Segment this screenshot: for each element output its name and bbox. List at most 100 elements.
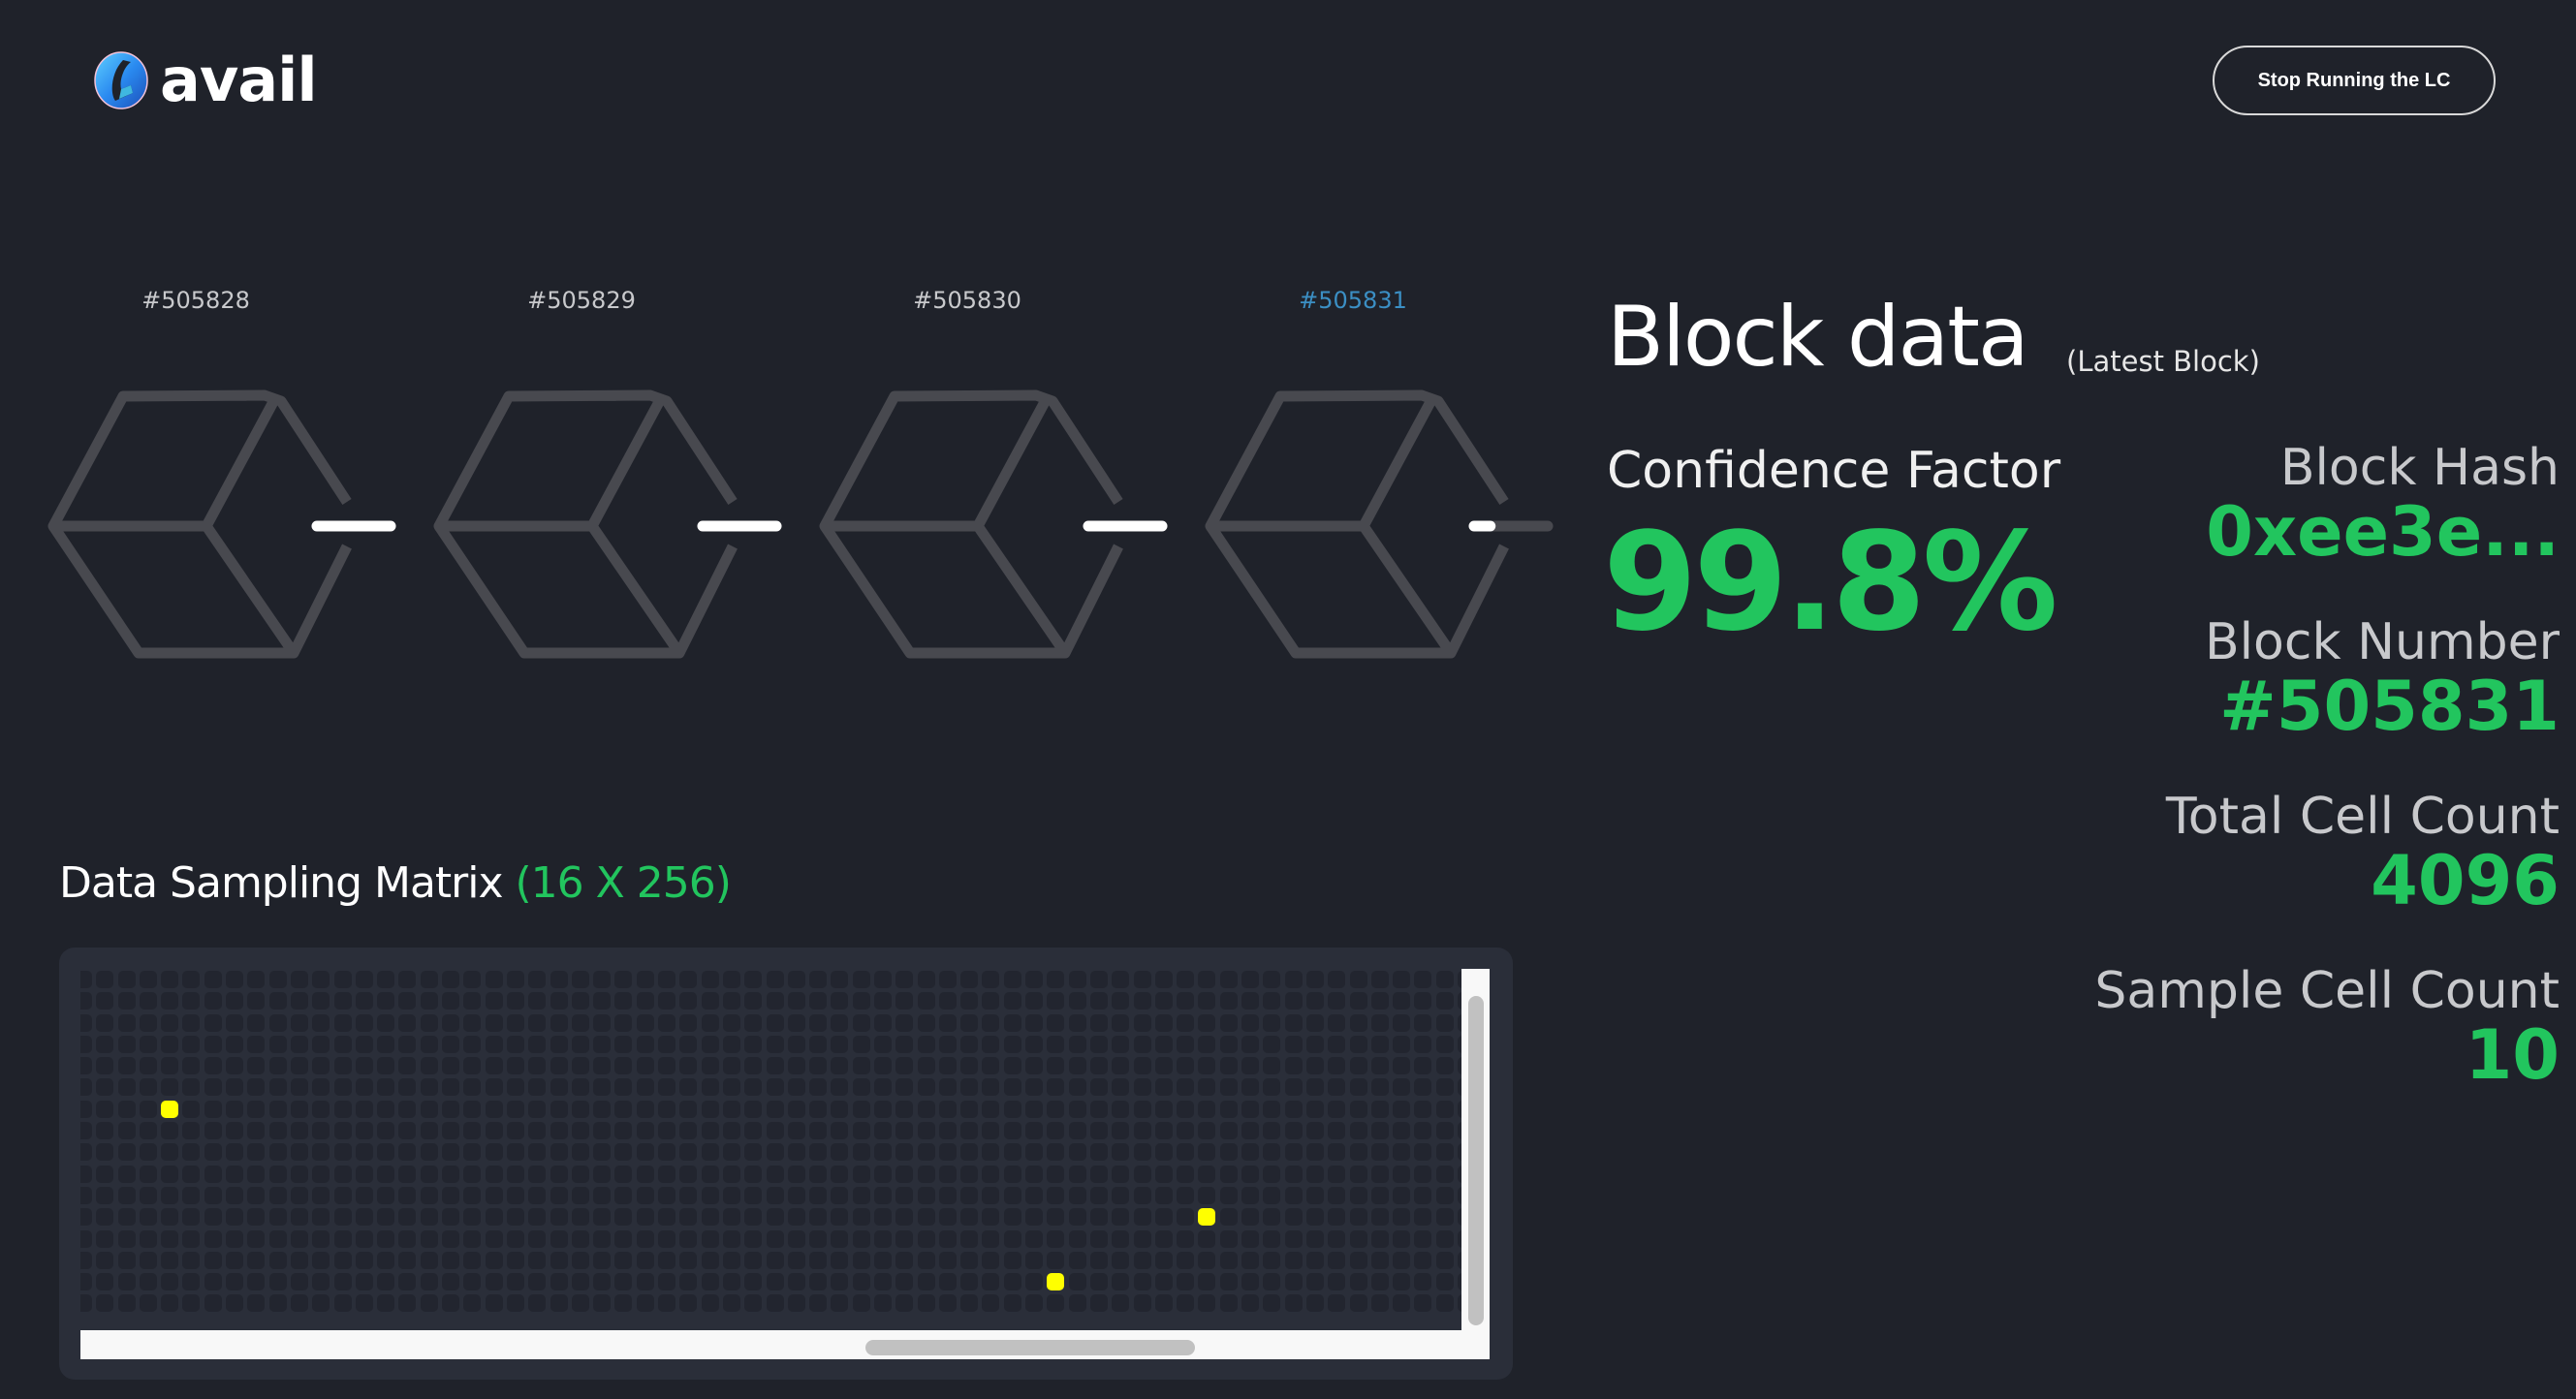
matrix-cell — [1370, 992, 1389, 1010]
matrix-cell — [312, 971, 330, 988]
matrix-cell — [744, 1208, 763, 1227]
matrix-cell — [1328, 1078, 1346, 1097]
avail-logo[interactable]: avail — [92, 45, 318, 115]
matrix-cell — [917, 1186, 935, 1204]
matrix-cell — [614, 1100, 633, 1118]
matrix-cell — [290, 1251, 308, 1269]
matrix-cell — [528, 1208, 547, 1227]
matrix-cell — [550, 1122, 568, 1140]
matrix-cell — [1284, 1229, 1303, 1248]
matrix-cell — [333, 1273, 352, 1291]
matrix-cell — [442, 1186, 460, 1204]
matrix-cell — [636, 1251, 654, 1269]
matrix-cell — [636, 1273, 654, 1291]
matrix-cell — [182, 1273, 201, 1291]
matrix-cell — [636, 992, 654, 1010]
matrix-cell — [1414, 992, 1432, 1010]
block-cube-icon — [433, 389, 782, 659]
matrix-cell — [355, 1035, 373, 1053]
matrix-cell — [226, 1078, 244, 1097]
vertical-scrollbar[interactable] — [1468, 996, 1484, 1325]
matrix-cell — [1241, 1100, 1260, 1118]
matrix-cell — [1328, 1294, 1346, 1313]
matrix-cell — [1435, 1013, 1454, 1032]
matrix-cell — [204, 1165, 222, 1183]
matrix-cell — [333, 1100, 352, 1118]
matrix-cell — [571, 1229, 589, 1248]
matrix-cell — [226, 1143, 244, 1162]
matrix-cell — [982, 1143, 1000, 1162]
matrix-cell — [1241, 992, 1260, 1010]
matrix-cell — [1133, 1100, 1151, 1118]
matrix-cell — [312, 1208, 330, 1227]
matrix-cell — [1177, 1273, 1195, 1291]
matrix-cell — [1068, 971, 1086, 988]
matrix-cell — [355, 1251, 373, 1269]
matrix-cell — [550, 1013, 568, 1032]
matrix-cell — [938, 1251, 957, 1269]
matrix-cell — [701, 1165, 719, 1183]
matrix-cell — [506, 1208, 524, 1227]
logo-text: avail — [160, 45, 318, 115]
matrix-cell — [1349, 1013, 1367, 1032]
matrix-cell — [268, 1013, 287, 1032]
matrix-cell — [593, 1143, 612, 1162]
matrix-cell — [1089, 1122, 1108, 1140]
matrix-cell — [571, 1122, 589, 1140]
matrix-cell — [420, 1251, 438, 1269]
matrix-cell — [809, 1035, 828, 1053]
horizontal-scrollbar[interactable] — [865, 1340, 1195, 1355]
matrix-cell — [96, 1208, 114, 1227]
matrix-cell — [1414, 1294, 1432, 1313]
matrix-cell — [182, 992, 201, 1010]
matrix-cell — [1458, 992, 1461, 1010]
matrix-cell — [982, 1273, 1000, 1291]
matrix-cell — [1198, 1035, 1216, 1053]
matrix-cell — [960, 992, 979, 1010]
matrix-cell — [355, 971, 373, 988]
matrix-cell — [1177, 1035, 1195, 1053]
matrix-cell — [1219, 1229, 1238, 1248]
matrix-cell — [873, 1078, 892, 1097]
matrix-cell — [679, 1100, 698, 1118]
matrix-cell — [290, 1208, 308, 1227]
matrix-cell — [1349, 1100, 1367, 1118]
stop-running-lc-button[interactable]: Stop Running the LC — [2213, 46, 2496, 115]
matrix-cell — [636, 1186, 654, 1204]
matrix-cell — [1435, 1165, 1454, 1183]
matrix-cell — [1177, 1186, 1195, 1204]
matrix-cell — [463, 1100, 482, 1118]
matrix-cell — [204, 1122, 222, 1140]
matrix-cell — [1263, 1229, 1281, 1248]
matrix-cell — [139, 1294, 157, 1313]
matrix-cell — [614, 1165, 633, 1183]
matrix-cell — [873, 1143, 892, 1162]
matrix-cell — [982, 1035, 1000, 1053]
matrix-cell — [1133, 1229, 1151, 1248]
matrix-cell — [895, 1143, 914, 1162]
matrix-cell — [1370, 1208, 1389, 1227]
matrix-cell — [1241, 1122, 1260, 1140]
matrix-cell — [204, 1013, 222, 1032]
matrix-cell — [1003, 1035, 1021, 1053]
matrix-cell — [1370, 1186, 1389, 1204]
matrix-cell — [809, 1100, 828, 1118]
matrix-cell — [139, 1078, 157, 1097]
matrix-cell — [550, 1229, 568, 1248]
matrix-cell — [117, 1143, 136, 1162]
matrix-cell — [1305, 1294, 1324, 1313]
matrix-cell — [485, 1013, 503, 1032]
matrix-cell — [1349, 1143, 1367, 1162]
matrix-cell — [161, 1273, 179, 1291]
matrix-scroll-area[interactable] — [80, 969, 1490, 1359]
matrix-cell — [614, 1122, 633, 1140]
matrix-cell — [1370, 1143, 1389, 1162]
matrix-cell — [290, 1013, 308, 1032]
matrix-cell — [1112, 1057, 1130, 1075]
matrix-cell — [917, 1035, 935, 1053]
matrix-cell — [960, 1165, 979, 1183]
matrix-cell — [852, 1208, 870, 1227]
matrix-cell — [1241, 1078, 1260, 1097]
matrix-cell — [938, 1100, 957, 1118]
matrix-cell — [377, 1251, 395, 1269]
